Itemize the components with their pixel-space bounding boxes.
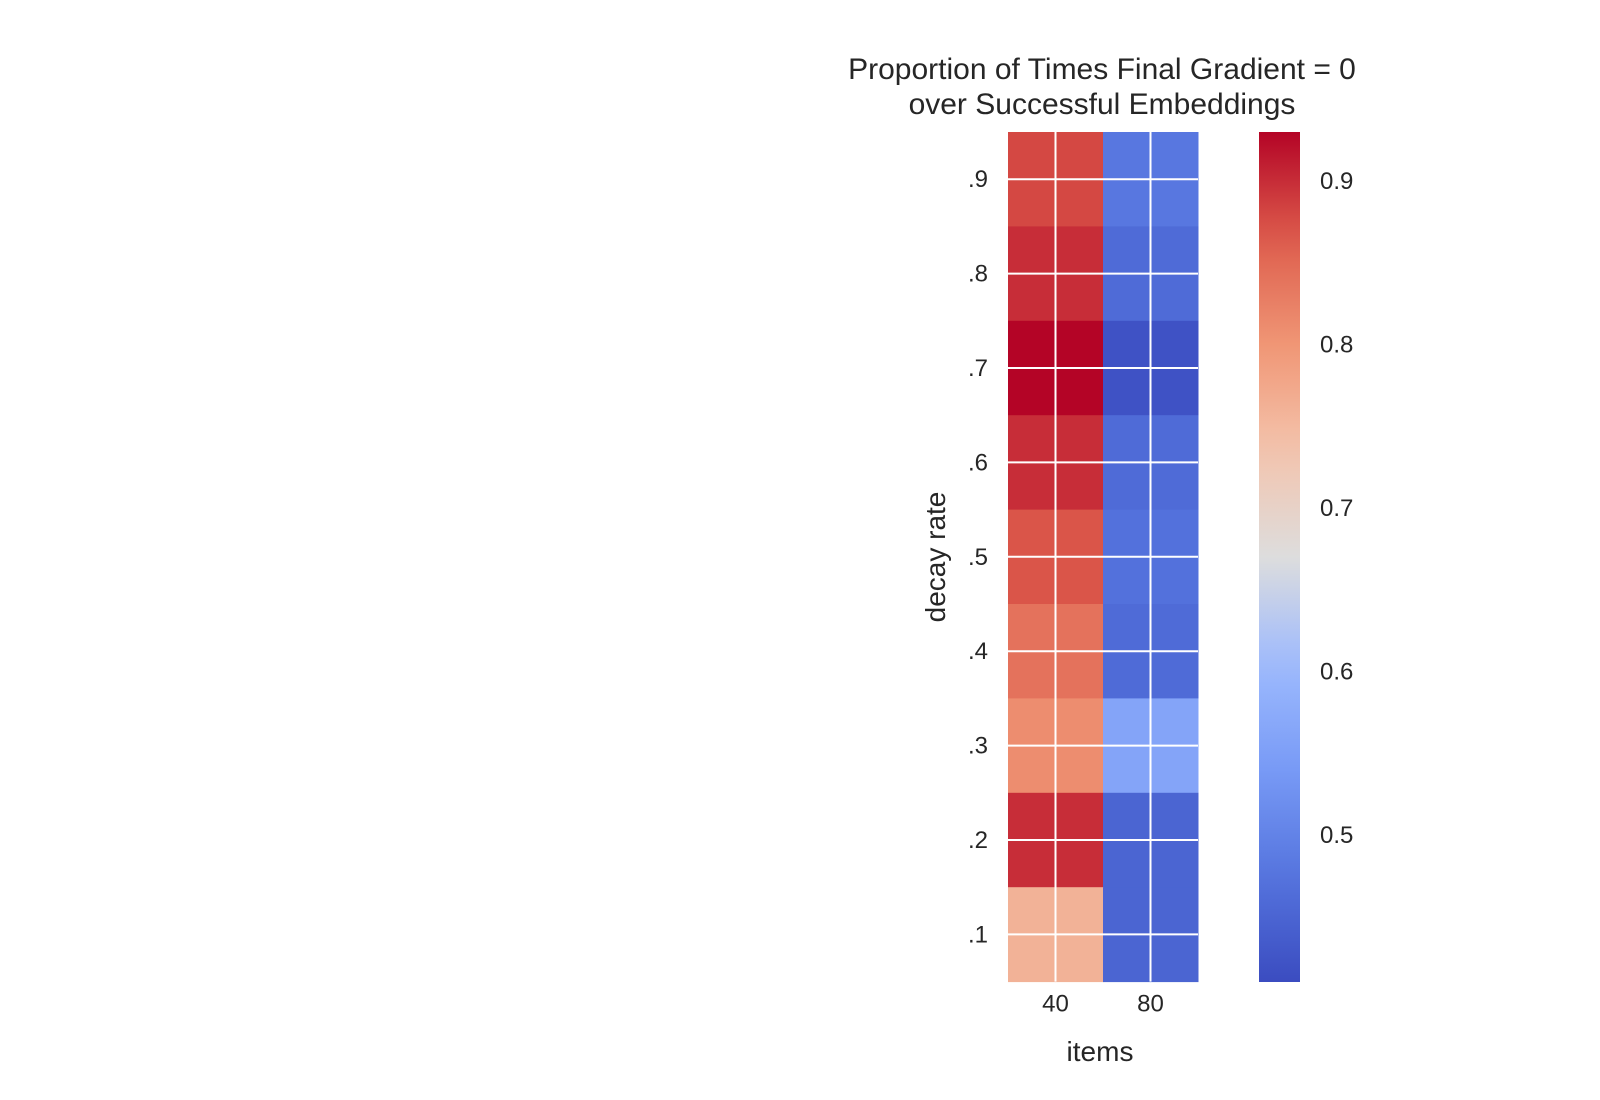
y-tick-labels: .9 .8 .7 .6 .5 .4 .3 .2 .1 [968, 166, 988, 948]
heatmap-cell [1150, 132, 1199, 180]
heatmap-cell [1055, 556, 1104, 605]
colorbar-tick-labels: 0.5 0.6 0.7 0.8 0.9 [1320, 168, 1353, 849]
heatmap-cell [1055, 368, 1104, 416]
heatmap-cell [1103, 462, 1151, 511]
heatmap-cell [1055, 273, 1104, 322]
heatmap-cell [1150, 745, 1199, 794]
chart-title-line-1: Proportion of Times Final Gradient = 0 [848, 53, 1356, 86]
colorbar [1259, 132, 1300, 982]
heatmap-cell [1008, 745, 1056, 794]
heatmap-cell [1008, 887, 1056, 935]
y-tick-label: .7 [968, 355, 988, 382]
y-tick-label: .3 [968, 733, 988, 760]
heatmap-cell [1150, 651, 1199, 699]
y-tick-label: .4 [968, 638, 988, 665]
heatmap-cell [1103, 226, 1151, 275]
heatmap-cell [1055, 179, 1104, 227]
heatmap-cell [1008, 226, 1056, 275]
heatmap-cell [1150, 840, 1199, 888]
y-axis-label: decay rate [920, 492, 951, 623]
heatmap-cell [1008, 132, 1056, 180]
heatmap-cell [1008, 934, 1056, 983]
heatmap-cell [1008, 604, 1056, 652]
heatmap-gridlines [1008, 132, 1198, 982]
y-tick-label: .8 [968, 261, 988, 288]
heatmap-cell [1055, 792, 1104, 841]
heatmap-cells [1008, 132, 1199, 983]
colorbar-tick-label: 0.9 [1320, 168, 1353, 195]
heatmap-cell [1008, 792, 1056, 841]
y-tick-label: .9 [968, 166, 988, 193]
colorbar-tick-label: 0.8 [1320, 332, 1353, 359]
heatmap-cell [1103, 792, 1151, 841]
heatmap-cell [1055, 320, 1104, 369]
heatmap-cell [1103, 273, 1151, 322]
heatmap-cell [1008, 556, 1056, 605]
heatmap-cell [1150, 509, 1199, 558]
heatmap-cell [1055, 132, 1104, 180]
heatmap-cell [1150, 368, 1199, 416]
heatmap-cell [1150, 698, 1199, 747]
heatmap-cell [1008, 698, 1056, 747]
heatmap-cell [1103, 368, 1151, 416]
heatmap-cell [1055, 226, 1104, 275]
x-tick-label: 80 [1137, 991, 1164, 1018]
heatmap-cell [1103, 415, 1151, 463]
y-tick-label: .1 [968, 921, 988, 948]
x-tick-label: 40 [1042, 991, 1069, 1018]
heatmap-cell [1103, 132, 1151, 180]
heatmap-cell [1055, 887, 1104, 935]
colorbar-tick-label: 0.5 [1320, 822, 1353, 849]
heatmap-cell [1055, 462, 1104, 511]
heatmap-cell [1103, 651, 1151, 699]
colorbar-tick-label: 0.7 [1320, 495, 1353, 522]
heatmap-cell [1103, 698, 1151, 747]
heatmap-cell [1055, 840, 1104, 888]
heatmap-cell [1103, 509, 1151, 558]
heatmap-cell [1008, 179, 1056, 227]
heatmap-cell [1008, 462, 1056, 511]
heatmap-cell [1150, 887, 1199, 935]
heatmap-cell [1055, 698, 1104, 747]
heatmap-cell [1103, 320, 1151, 369]
heatmap-cell [1008, 273, 1056, 322]
heatmap-cell [1103, 840, 1151, 888]
heatmap-cell [1055, 509, 1104, 558]
heatmap-cell [1103, 604, 1151, 652]
heatmap-cell [1055, 934, 1104, 983]
heatmap-cell [1150, 604, 1199, 652]
heatmap-cell [1150, 179, 1199, 227]
heatmap-cell [1150, 226, 1199, 275]
heatmap-cell [1150, 273, 1199, 322]
heatmap-cell [1008, 320, 1056, 369]
y-tick-label: .5 [968, 544, 988, 571]
heatmap-cell [1055, 604, 1104, 652]
heatmap-cell [1103, 179, 1151, 227]
heatmap-cell [1150, 462, 1199, 511]
x-tick-labels: 40 80 [1042, 991, 1164, 1018]
heatmap-cell [1008, 415, 1056, 463]
heatmap-cell [1150, 320, 1199, 369]
heatmap-cell [1008, 651, 1056, 699]
x-axis-label: items [1067, 1036, 1134, 1067]
heatmap-cell [1103, 934, 1151, 983]
heatmap-cell [1055, 745, 1104, 794]
heatmap-cell [1055, 415, 1104, 463]
heatmap-cell [1008, 509, 1056, 558]
heatmap-cell [1150, 415, 1199, 463]
y-tick-label: .6 [968, 449, 988, 476]
chart-title-line-2: over Successful Embeddings [909, 88, 1296, 121]
heatmap-cell [1150, 934, 1199, 983]
heatmap-cell [1150, 792, 1199, 841]
heatmap-cell [1103, 556, 1151, 605]
heatmap-cell [1055, 651, 1104, 699]
heatmap-cell [1103, 745, 1151, 794]
heatmap-cell [1008, 840, 1056, 888]
colorbar-tick-label: 0.6 [1320, 658, 1353, 685]
heatmap-cell [1150, 556, 1199, 605]
heatmap-cell [1008, 368, 1056, 416]
heatmap-cell [1103, 887, 1151, 935]
y-tick-label: .2 [968, 827, 988, 854]
